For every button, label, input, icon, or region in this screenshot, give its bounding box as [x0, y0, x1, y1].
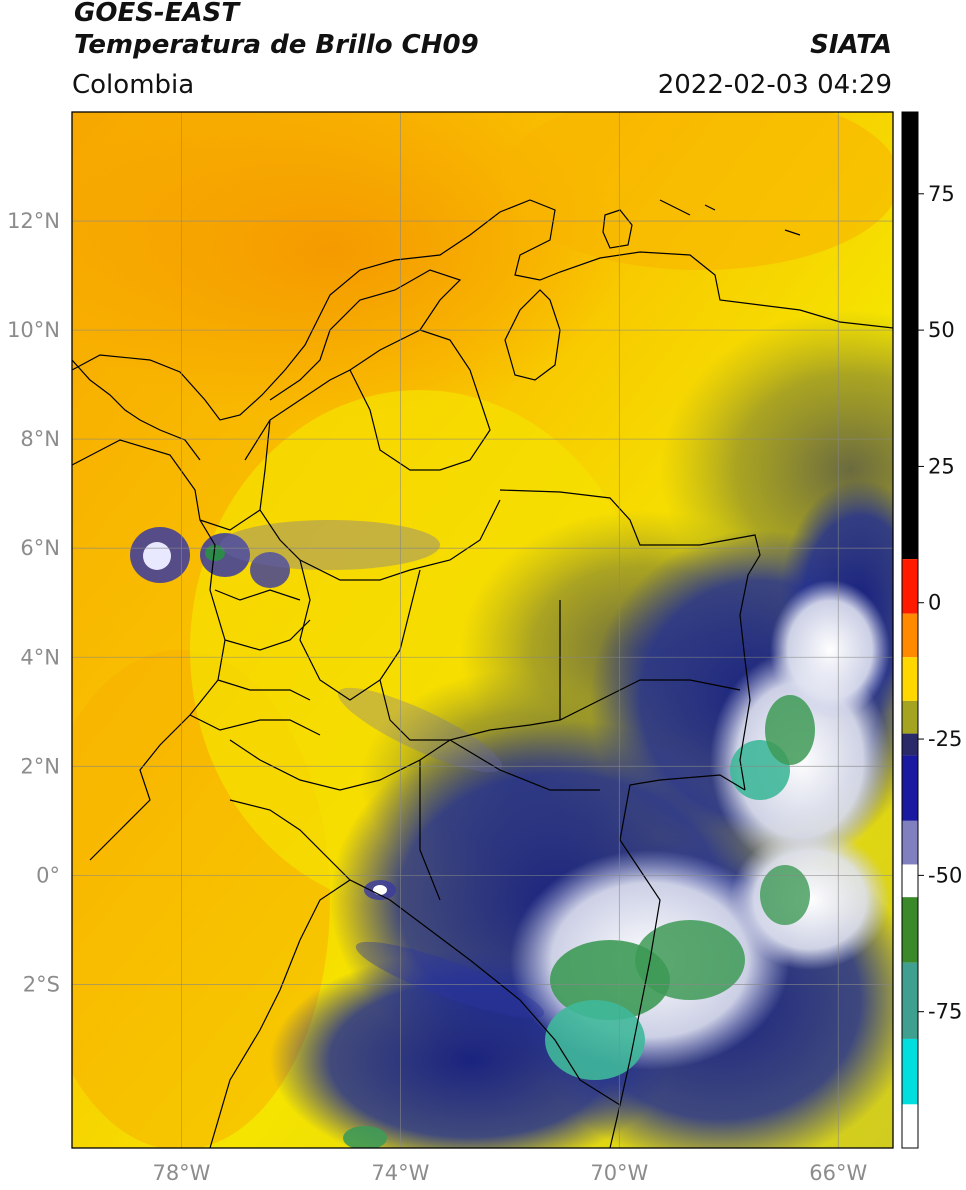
colorbar-segment [902, 657, 918, 701]
latitude-axis: 12°N 10°N 8°N 6°N 4°N 2°N 0° 2°S [7, 209, 60, 996]
colorbar-tick-label: 50 [928, 318, 955, 342]
map-frame [71, 111, 894, 1149]
colombia-brazil-border [619, 774, 746, 1106]
latitude-tick-label: 6°N [20, 536, 60, 560]
datetime-label: 2022-02-03 04:29 [657, 70, 892, 100]
colorbar-tick-label: -75 [928, 1000, 962, 1024]
latitude-tick-label: 2°S [23, 972, 60, 996]
political-borders [72, 199, 893, 1148]
peru-brazil-border [609, 1104, 621, 1148]
colorbar: 75 50 25 0 -25 -50 -75 [901, 111, 962, 1149]
longitude-tick-label: 74°W [371, 1161, 429, 1185]
latitude-tick-label: 12°N [7, 209, 60, 233]
colombia-venezuela-border [499, 489, 761, 791]
colorbar-segment [902, 864, 918, 898]
maracaibo-lake [504, 289, 561, 381]
latitude-tick-label: 8°N [20, 427, 60, 451]
colorbar-segment [902, 559, 918, 614]
colorbar-segment [902, 112, 918, 560]
dept-lines-north [244, 269, 491, 471]
product-title: Temperatura de Brillo CH09 [74, 30, 479, 60]
colorbar-segment [902, 613, 918, 658]
panama-isthmus [72, 359, 201, 461]
colorbar-frame [901, 111, 919, 1149]
colorbar-segment [902, 962, 918, 1039]
colorbar-segment [902, 897, 918, 963]
colorbar-segment [902, 820, 918, 865]
longitude-axis: 78°W 74°W 70°W 66°W [152, 1161, 867, 1185]
islands [602, 199, 801, 249]
colorbar-segment [902, 733, 918, 756]
brand-label: SIATA [810, 30, 892, 60]
colorbar-tick-label: 75 [928, 182, 955, 206]
longitude-tick-label: 66°W [809, 1161, 867, 1185]
longitude-tick-label: 78°W [152, 1161, 210, 1185]
colorbar-tick-label: -25 [928, 727, 962, 751]
latitude-tick-label: 4°N [20, 645, 60, 669]
colombia-peru-border [299, 879, 621, 1106]
ecuador-border [209, 939, 301, 1148]
gridlines [72, 112, 893, 1148]
colorbar-segment [902, 755, 918, 821]
satellite-title: GOES-EAST [74, 0, 240, 28]
colorbar-segment [902, 1104, 918, 1148]
latitude-tick-label: 10°N [7, 318, 60, 342]
region-label: Colombia [72, 70, 195, 100]
colorbar-tick-label: -50 [928, 863, 962, 887]
longitude-tick-label: 70°W [590, 1161, 648, 1185]
colorbar-segment [902, 1038, 918, 1105]
colorbar-segment [902, 700, 918, 734]
colorbar-tick-label: 0 [928, 591, 941, 615]
caribbean-coastline [72, 199, 893, 421]
brightness-temperature-field [72, 112, 893, 1148]
latitude-tick-label: 0° [36, 863, 60, 887]
dept-lines-center [259, 419, 741, 741]
dept-lines-south [229, 600, 600, 901]
dept-lines-west [189, 509, 321, 736]
colorbar-tick-label: 25 [928, 454, 955, 478]
latitude-tick-label: 2°N [20, 754, 60, 778]
